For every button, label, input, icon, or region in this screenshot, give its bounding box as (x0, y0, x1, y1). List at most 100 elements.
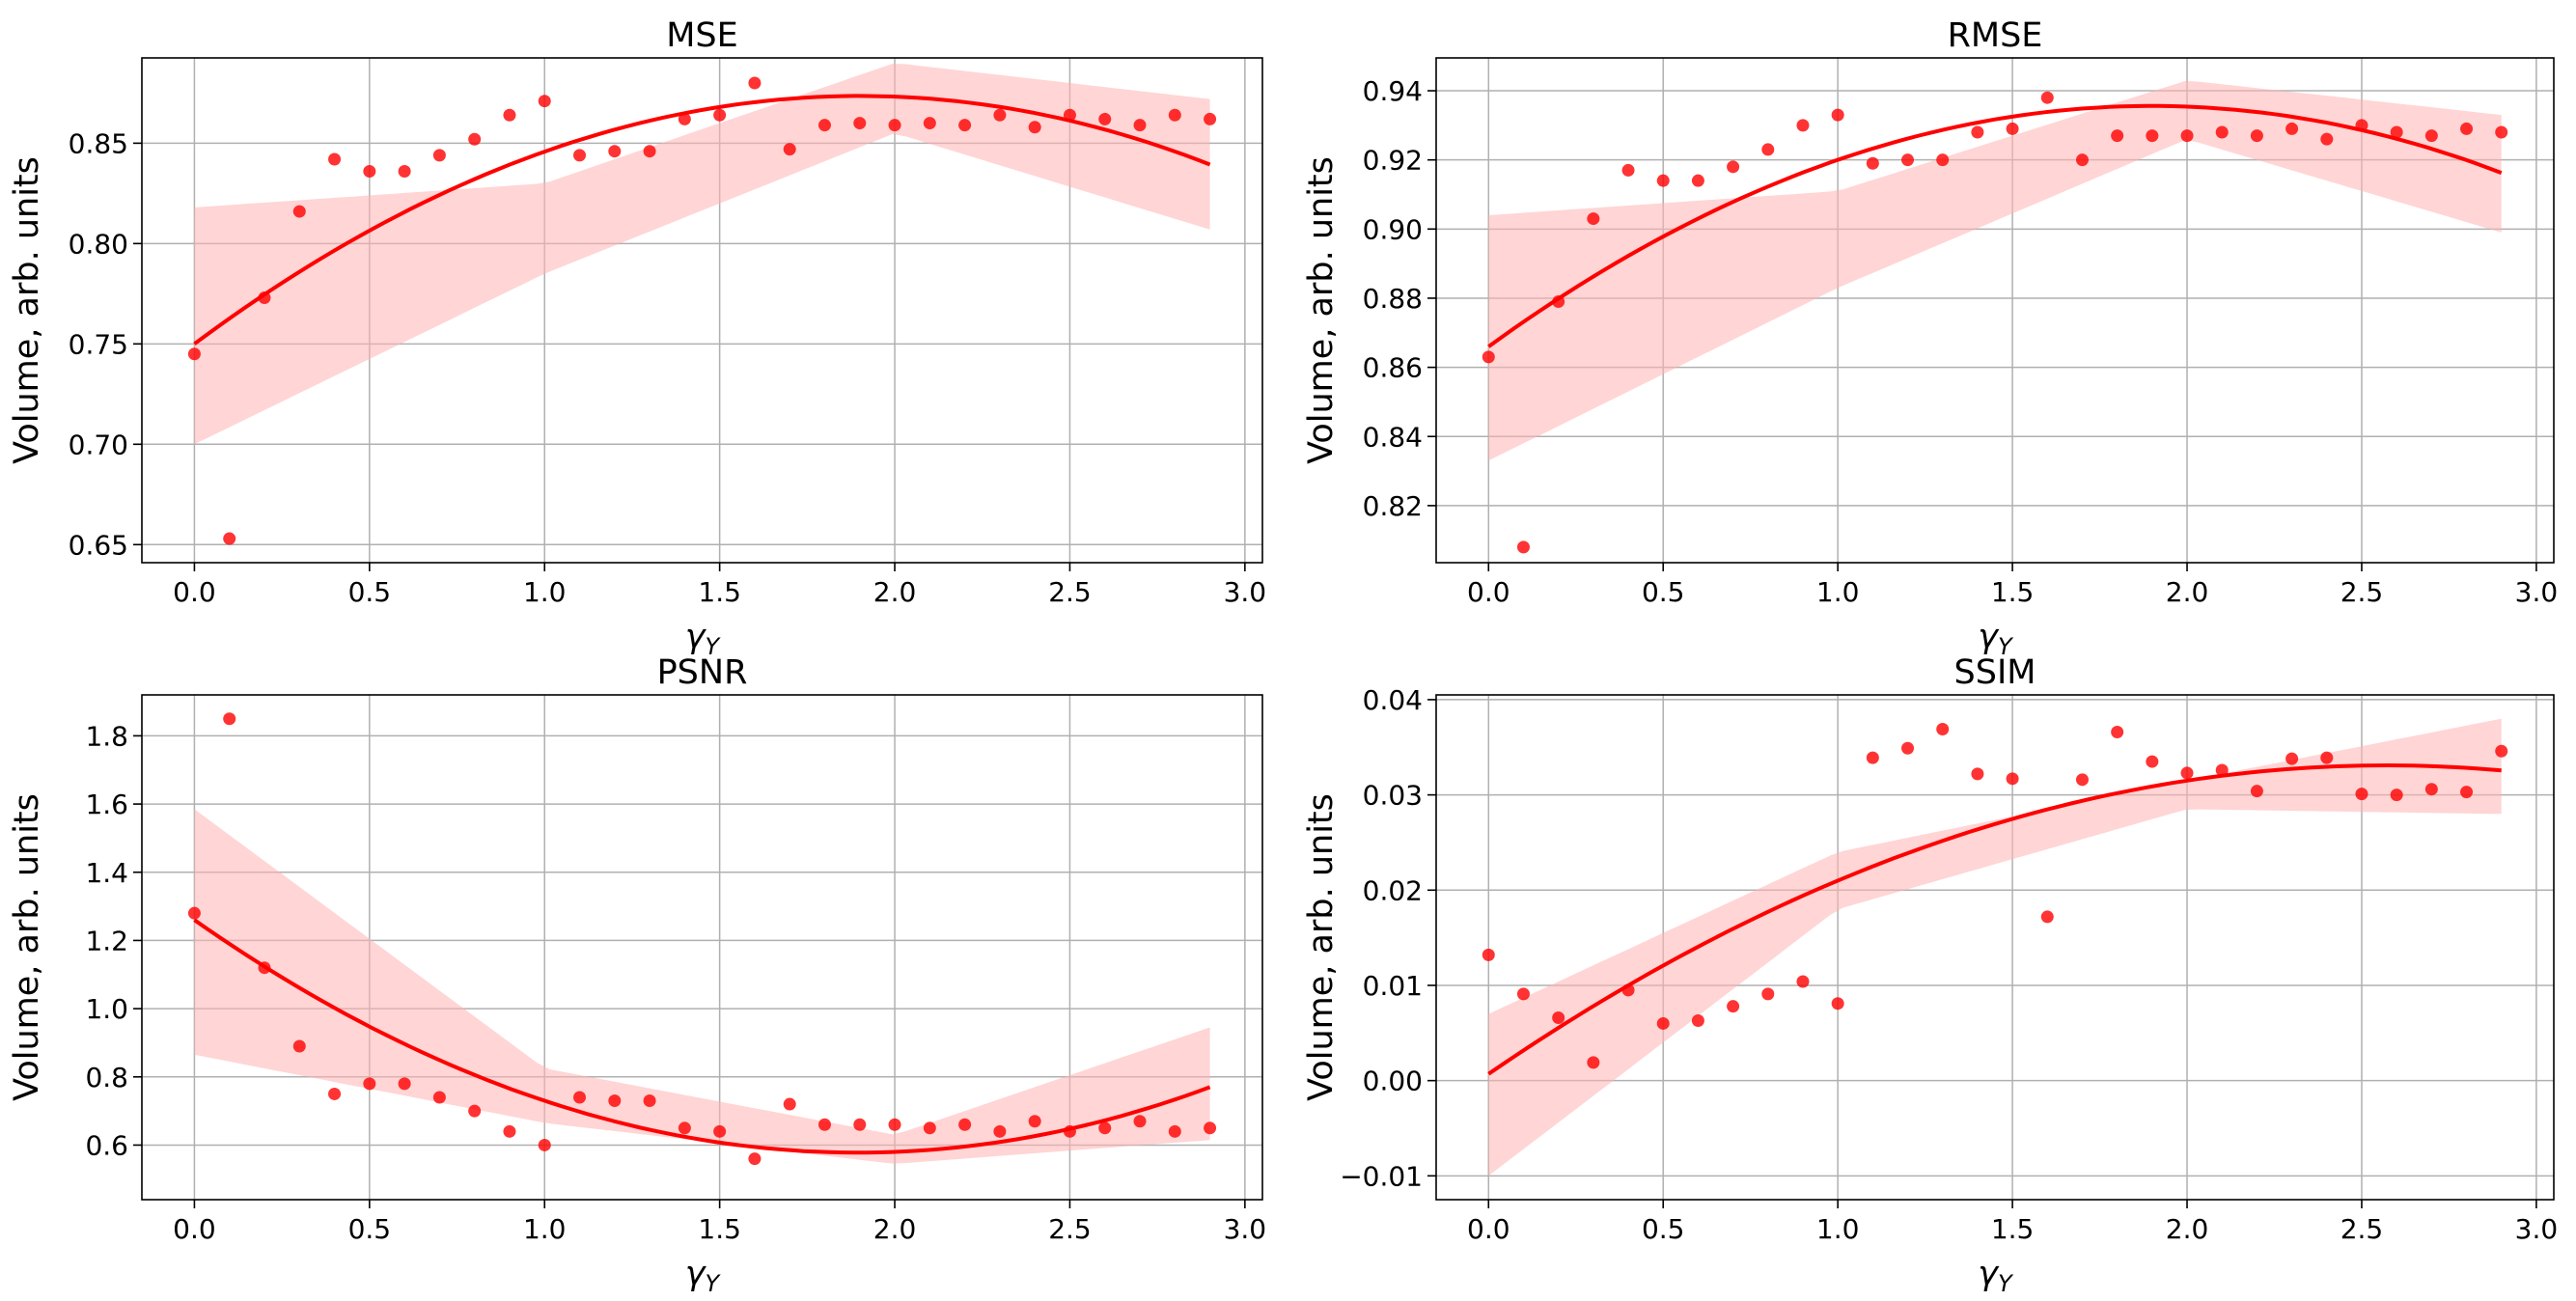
data-point (1482, 948, 1495, 961)
y-tick-label: 0.02 (1363, 874, 1423, 906)
data-point (503, 108, 516, 122)
data-point (2285, 122, 2299, 135)
axes-frame (1435, 694, 2555, 1201)
data-point (432, 149, 446, 162)
data-point (1831, 997, 1844, 1010)
data-point (958, 119, 972, 132)
data-point (1168, 1124, 1181, 1138)
axes-frame (1435, 57, 2555, 564)
y-tick-label: 0.65 (69, 529, 128, 561)
data-point (1831, 108, 1844, 122)
data-point (187, 347, 201, 361)
axes-frame (141, 57, 1263, 564)
x-tick-label: 1.5 (698, 576, 741, 608)
data-point (1761, 143, 1775, 156)
x-tick-label: 0.0 (173, 576, 216, 608)
data-point (2320, 132, 2334, 146)
chart-panel-psnr: 0.0 0.5 1.0 1.5 2.0 2.5 3.0 0.6 0.8 1.0 1.2 1.4 1.6 1… (8, 653, 1266, 1297)
y-tick-label: 1.6 (85, 789, 128, 820)
chart-panel-ssim: 0.0 0.5 1.0 1.5 2.0 2.5 3.0 −0.01 0.00 0.01 0.02 0.… (1302, 653, 2558, 1297)
y-tick-label: 0.80 (69, 228, 128, 260)
data-point (573, 149, 587, 162)
y-tick-label: 0.03 (1363, 780, 1423, 812)
y-axis-label: Volume, arb. units (8, 793, 46, 1101)
y-axis-label: Volume, arb. units (1302, 156, 1341, 464)
data-point (1516, 540, 1530, 554)
x-tick-label: 2.0 (2166, 576, 2209, 608)
data-point (608, 1094, 622, 1108)
data-point (468, 132, 482, 146)
data-point (1204, 1121, 1217, 1135)
data-point (1098, 1121, 1112, 1135)
x-tick-label: 1.0 (523, 576, 567, 608)
data-point (2390, 125, 2403, 139)
x-tick-label: 1.0 (1816, 576, 1860, 608)
data-point (2075, 153, 2089, 167)
y-tick-label: 0.75 (69, 328, 128, 360)
regression-line (193, 94, 1211, 346)
data-point (2495, 744, 2508, 758)
data-point (643, 145, 656, 158)
x-tick-label: 1.5 (1991, 1213, 2035, 1245)
data-point (187, 906, 201, 920)
data-point (713, 1124, 727, 1138)
x-tick-label: 3.0 (2515, 1213, 2559, 1245)
y-tick-label: 0.8 (85, 1062, 128, 1093)
data-point (993, 1124, 1007, 1138)
data-point (1028, 121, 1041, 134)
data-point (432, 1091, 446, 1104)
data-point (1727, 1000, 1740, 1013)
data-point (1028, 1115, 1041, 1128)
data-point (1098, 112, 1112, 125)
data-point (1133, 119, 1147, 132)
data-point (2355, 788, 2368, 801)
data-point (1482, 350, 1495, 364)
chart-title: PSNR (657, 653, 748, 692)
data-point (223, 532, 236, 545)
data-point (2146, 755, 2159, 768)
x-tick-label: 2.0 (2166, 1213, 2209, 1245)
confidence-band (1488, 718, 2502, 1176)
data-point (1168, 108, 1181, 122)
data-point (292, 1039, 306, 1053)
data-point (1796, 119, 1810, 132)
data-point (2460, 786, 2474, 799)
data-point (678, 1121, 691, 1135)
y-tick-label: 0.6 (85, 1129, 128, 1161)
y-tick-label: 0.84 (1363, 421, 1423, 453)
data-point (1866, 156, 1879, 170)
x-tick-label: 3.0 (1224, 1213, 1267, 1245)
y-tick-label: 1.4 (85, 857, 128, 889)
data-point (853, 1118, 867, 1131)
data-point (2250, 785, 2263, 798)
confidence-band (194, 64, 1210, 445)
chart-panel-mse: 0.0 0.5 1.0 1.5 2.0 2.5 3.0 0.65 0.70 0.75 0.80 0.8… (8, 16, 1266, 660)
data-point (817, 119, 831, 132)
confidence-band (194, 809, 1210, 1164)
x-tick-label: 3.0 (2515, 576, 2559, 608)
data-point (2460, 122, 2474, 135)
data-point (2215, 763, 2229, 777)
data-point (2111, 725, 2124, 738)
data-point (1656, 1016, 1670, 1030)
data-point (2006, 122, 2019, 135)
data-point (1204, 112, 1217, 125)
data-point (2285, 752, 2299, 765)
data-point (2424, 129, 2438, 143)
y-tick-label: 0.70 (69, 429, 128, 460)
chart-title: SSIM (1954, 653, 2036, 692)
data-point (1133, 1115, 1147, 1128)
y-tick-label: 0.00 (1363, 1066, 1423, 1097)
x-tick-label: 3.0 (1224, 576, 1267, 608)
data-point (1901, 153, 1915, 167)
confidence-band (1488, 81, 2502, 461)
data-point (398, 164, 411, 178)
data-point (923, 1121, 936, 1135)
x-tick-label: 2.5 (1048, 576, 1092, 608)
x-tick-label: 2.5 (1048, 1213, 1092, 1245)
data-point (2424, 783, 2438, 796)
data-point (643, 1094, 656, 1108)
data-point (2006, 772, 2019, 786)
data-point (2111, 129, 2124, 143)
